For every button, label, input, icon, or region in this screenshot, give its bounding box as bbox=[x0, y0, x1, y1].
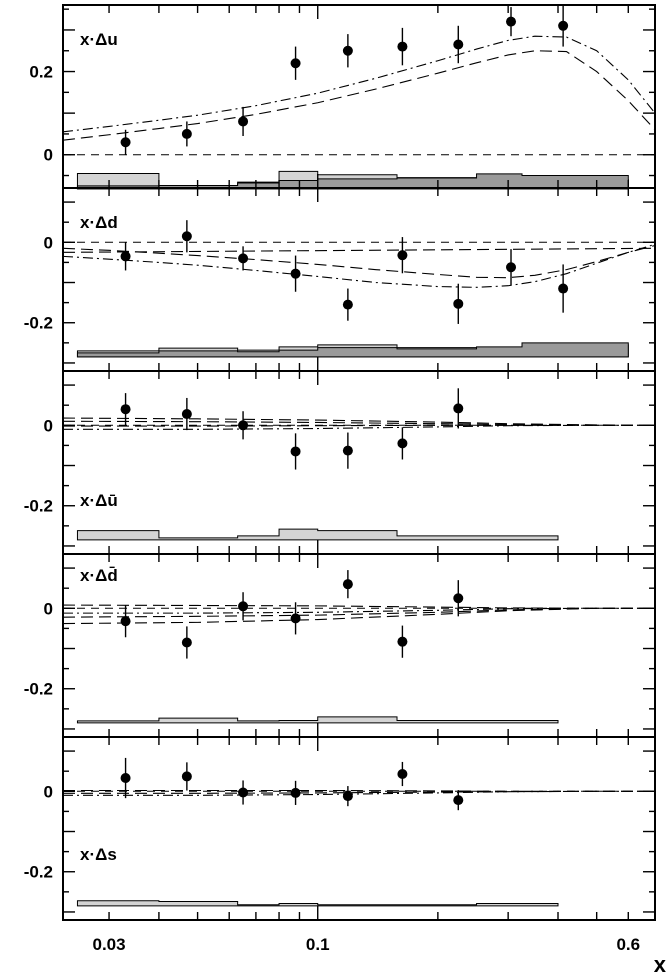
panel-frame bbox=[62, 553, 656, 738]
model-curve-dashed bbox=[62, 50, 656, 141]
systematic-band bbox=[76, 342, 629, 358]
model-curve-dashdot bbox=[62, 35, 656, 133]
panel-label: x·Δu bbox=[80, 30, 118, 49]
data-point bbox=[342, 579, 353, 590]
data-point bbox=[238, 787, 249, 798]
data-point bbox=[181, 637, 192, 648]
data-point bbox=[181, 128, 192, 139]
data-point bbox=[453, 593, 464, 604]
y-tick-label: 0 bbox=[44, 782, 53, 801]
model-curve-dashdot bbox=[63, 424, 655, 430]
data-point bbox=[342, 445, 353, 456]
panel-label: x·Δs bbox=[80, 845, 117, 864]
systematic-band bbox=[76, 528, 559, 541]
model-curve-dashed bbox=[62, 244, 656, 279]
y-tick-label: 0 bbox=[44, 233, 53, 252]
y-tick-label: -0.2 bbox=[24, 497, 53, 516]
data-point bbox=[342, 299, 353, 310]
x-tick-label: 0.03 bbox=[93, 935, 126, 954]
panel-frame bbox=[62, 4, 656, 189]
x-axis-label: x bbox=[654, 952, 667, 977]
panel-frame bbox=[62, 370, 656, 555]
data-point bbox=[290, 787, 301, 798]
y-tick-label: 0.2 bbox=[29, 63, 53, 82]
data-point bbox=[506, 262, 517, 273]
y-tick-label: 0 bbox=[44, 599, 53, 618]
data-point bbox=[238, 601, 249, 612]
model-curve-dashed bbox=[63, 424, 655, 427]
y-tick-label: 0 bbox=[44, 416, 53, 435]
data-point bbox=[397, 769, 408, 780]
data-point bbox=[397, 636, 408, 647]
model-curve-dashdot bbox=[63, 607, 655, 614]
y-tick-label: 0 bbox=[44, 146, 53, 165]
panel-3: 0 -0.2 x·Δū bbox=[24, 370, 656, 555]
panel-2: 0 -0.2 x·Δd bbox=[24, 187, 656, 372]
data-point bbox=[453, 39, 464, 50]
data-point bbox=[453, 298, 464, 309]
panel-1: 0.2 0 x·Δu bbox=[29, 4, 656, 190]
data-point bbox=[290, 268, 301, 279]
data-point bbox=[181, 409, 192, 420]
data-point bbox=[342, 791, 353, 802]
data-point bbox=[453, 795, 464, 806]
panel-5: 0 -0.2 x·Δs bbox=[24, 736, 656, 921]
panel-label: x·Δd bbox=[80, 213, 118, 232]
panel-frame bbox=[62, 736, 656, 921]
data-point bbox=[342, 45, 353, 56]
panel-4: 0 -0.2 x·Δd̄ bbox=[24, 553, 656, 738]
data-point bbox=[181, 231, 192, 242]
y-tick-label: -0.2 bbox=[24, 314, 53, 333]
panel-label: x·Δd̄ bbox=[80, 566, 118, 585]
panels-group: 0.2 0 x·Δu 0 -0.2 x·Δd 0 -0.2 x·Δū 0 -0.2 x·Δd̄ 0 -0.… bbox=[24, 4, 656, 921]
model-curve-dashdot bbox=[63, 790, 655, 796]
data-point bbox=[181, 771, 192, 782]
panel-label: x·Δū bbox=[80, 491, 118, 510]
model-curve-dashed bbox=[63, 790, 655, 794]
data-point bbox=[558, 283, 569, 294]
data-point bbox=[290, 58, 301, 69]
x-tick-label: 0.6 bbox=[616, 935, 640, 954]
data-point bbox=[120, 137, 131, 148]
data-point bbox=[120, 404, 131, 415]
model-curve-dashed bbox=[62, 247, 656, 253]
data-point bbox=[238, 116, 249, 127]
data-point bbox=[290, 613, 301, 624]
model-curve-dashdot bbox=[62, 243, 656, 288]
data-point bbox=[506, 16, 517, 27]
data-point bbox=[453, 403, 464, 414]
y-tick-label: -0.2 bbox=[24, 863, 53, 882]
data-point bbox=[238, 253, 249, 264]
model-curve-dashed bbox=[62, 420, 655, 426]
data-point bbox=[397, 41, 408, 52]
data-point bbox=[120, 251, 131, 262]
data-point bbox=[290, 446, 301, 457]
x-tick-label: 0.1 bbox=[306, 935, 330, 954]
model-curve-dashed bbox=[62, 417, 656, 426]
data-point bbox=[558, 20, 569, 31]
data-point bbox=[397, 250, 408, 261]
systematic-band bbox=[76, 716, 559, 724]
x-axis: 0.03 0.1 0.6 x bbox=[93, 935, 667, 977]
model-curve-dashed bbox=[62, 607, 655, 625]
data-point bbox=[120, 616, 131, 627]
data-point bbox=[238, 420, 249, 431]
data-point bbox=[397, 438, 408, 449]
data-point bbox=[120, 773, 131, 784]
systematic-band bbox=[76, 900, 559, 907]
y-tick-label: -0.2 bbox=[24, 680, 53, 699]
